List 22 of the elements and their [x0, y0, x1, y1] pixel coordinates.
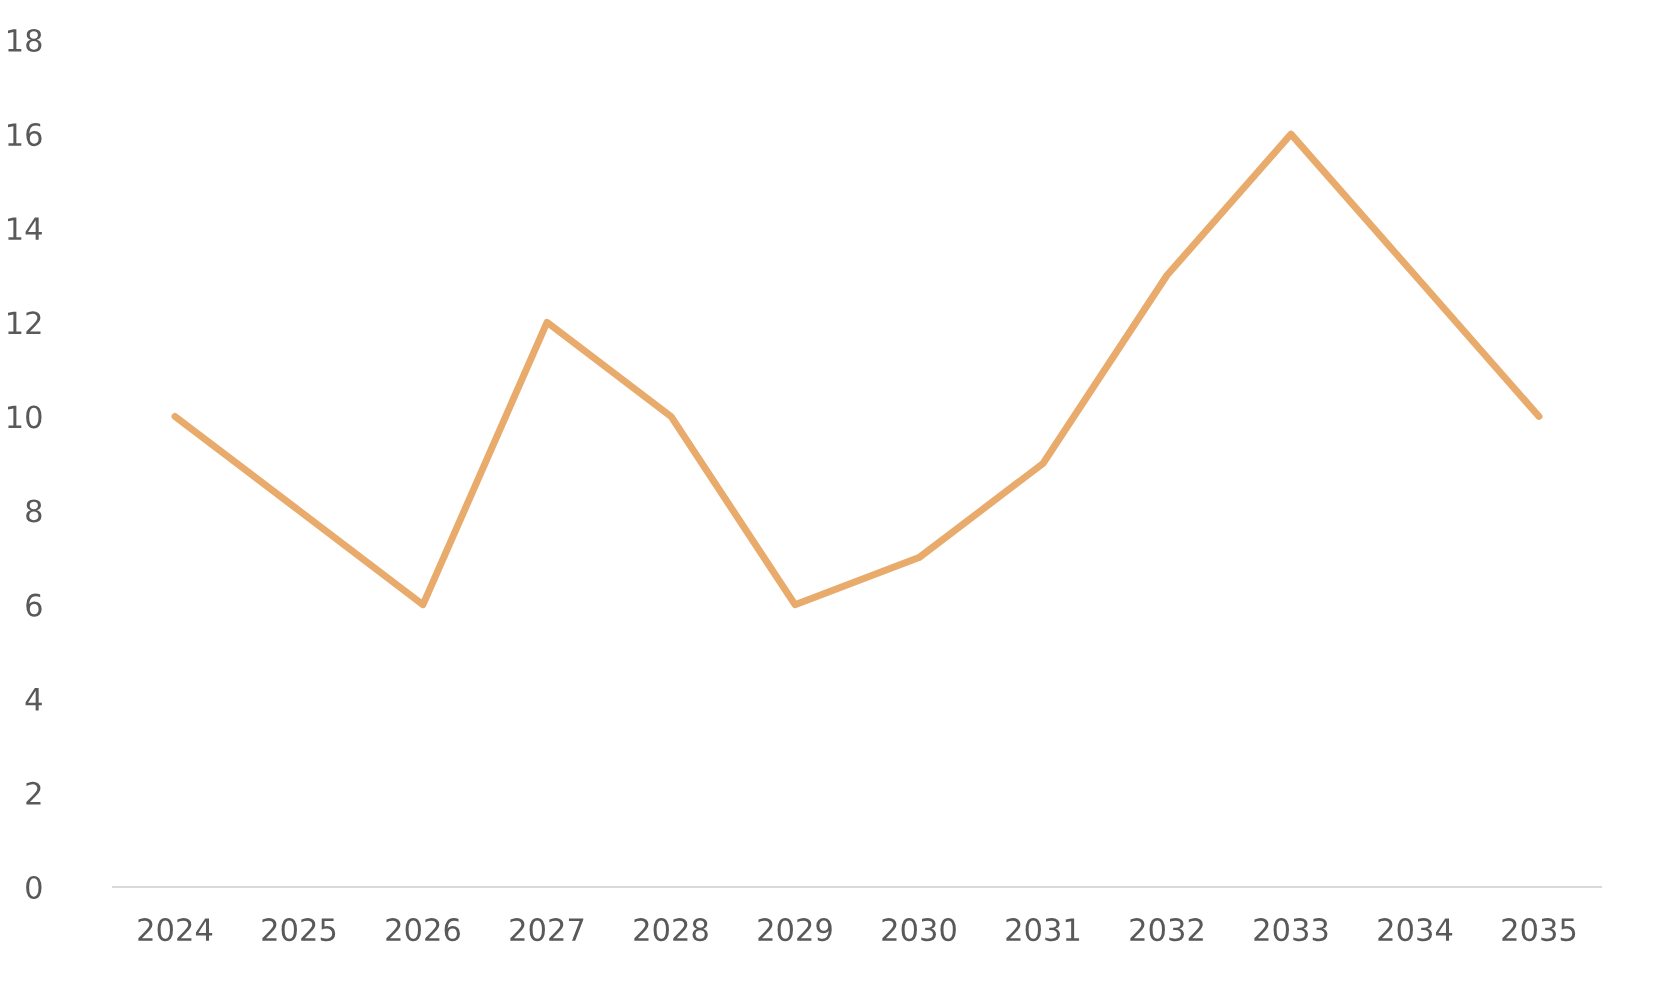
y-tick-label: 14 — [8, 217, 42, 240]
y-tick-label: 0 — [26, 875, 42, 900]
x-tick-label: 2033 — [1254, 918, 1328, 942]
y-tick-label: 4 — [25, 688, 42, 711]
x-tick-label: 2026 — [386, 918, 460, 942]
x-tick-label: 2032 — [1130, 918, 1203, 942]
x-tick-label: 2030 — [882, 918, 956, 942]
y-tick-label: 16 — [8, 123, 42, 147]
x-tick-label: 2029 — [758, 918, 832, 942]
x-tick-label: 2025 — [262, 918, 336, 942]
x-tick-label: 2031 — [1006, 918, 1080, 942]
x-tick-label: 2035 — [1502, 918, 1576, 942]
y-tick-label: 10 — [8, 405, 42, 429]
x-tick-label: 2024 — [138, 918, 213, 942]
y-tick-label: 2 — [26, 781, 41, 805]
y-tick-label: 18 — [8, 28, 42, 53]
x-tick-label: 2028 — [634, 918, 708, 942]
y-tick-label: 8 — [26, 499, 42, 523]
x-tick-label: 2027 — [510, 918, 584, 942]
y-tick-label: 12 — [8, 311, 41, 334]
x-tick-label: 2034 — [1378, 918, 1453, 942]
y-tick-label: 6 — [26, 593, 42, 617]
